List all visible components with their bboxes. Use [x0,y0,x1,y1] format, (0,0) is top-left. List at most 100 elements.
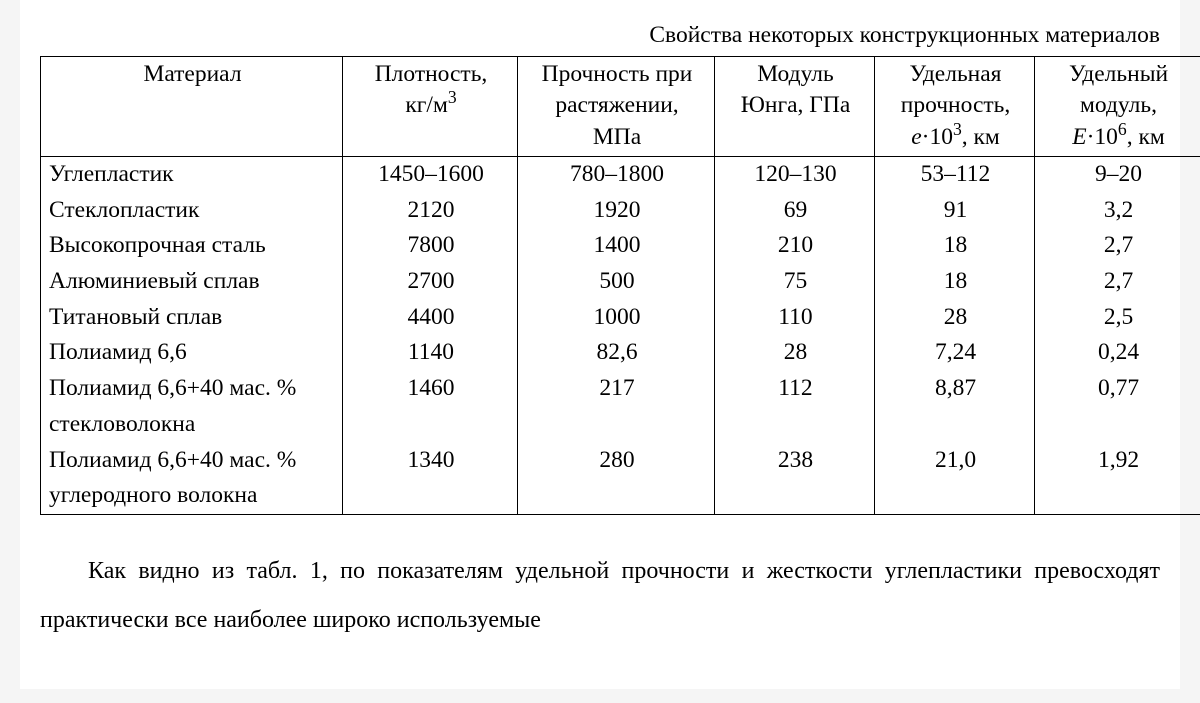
col-label: растяжении, [526,90,708,122]
cell-empty [518,478,715,514]
cell-spec_strength: 18 [875,228,1035,264]
cell-empty [343,478,518,514]
cell-material: Полиамид 6,6+40 мас. % [41,371,343,407]
cell-spec_strength: 8,87 [875,371,1035,407]
cell-strength: 500 [518,264,715,300]
cell-spec_strength: 7,24 [875,335,1035,371]
col-unit: МПа [526,122,708,154]
col-label: модуль, [1043,90,1194,122]
body-paragraph: Как видно из табл. 1, по показателям уде… [40,547,1160,645]
cell-empty [875,478,1035,514]
cell-spec_strength: 18 [875,264,1035,300]
table-row: Высокопрочная сталь78001400210182,7 [41,228,1200,264]
col-label: Материал [49,59,336,91]
col-strength: Прочность при растяжении, МПа [518,56,715,156]
cell-spec_strength: 53–112 [875,156,1035,192]
cell-empty [518,407,715,443]
cell-spec_modulus: 0,24 [1035,335,1200,371]
col-material: Материал [41,56,343,156]
cell-young: 75 [715,264,875,300]
cell-empty [715,407,875,443]
cell-material: Титановый сплав [41,300,343,336]
cell-spec_modulus: 2,5 [1035,300,1200,336]
cell-spec_strength: 91 [875,193,1035,229]
cell-density: 2120 [343,193,518,229]
cell-material: Полиамид 6,6+40 мас. % [41,443,343,479]
table-row: углеродного волокна [41,478,1200,514]
cell-spec_modulus: 9–20 [1035,156,1200,192]
col-label: Модуль [723,59,868,91]
cell-young: 210 [715,228,875,264]
cell-material: Алюминиевый сплав [41,264,343,300]
table-row: Алюминиевый сплав270050075182,7 [41,264,1200,300]
materials-table: Материал Плотность, кг/м3 Прочность при … [40,56,1200,515]
cell-strength: 1000 [518,300,715,336]
cell-young: 28 [715,335,875,371]
col-label: Удельный [1043,59,1194,91]
cell-material: Высокопрочная сталь [41,228,343,264]
cell-young: 120–130 [715,156,875,192]
page: Свойства некоторых конструкционных матер… [20,0,1180,689]
cell-young: 69 [715,193,875,229]
cell-density: 1450–1600 [343,156,518,192]
sym: e [911,124,921,150]
cell-density: 4400 [343,300,518,336]
cell-material: углеродного волокна [41,478,343,514]
col-label: Удельная [883,59,1028,91]
cell-strength: 1400 [518,228,715,264]
text: , км [1127,124,1165,150]
col-unit: e·103, км [883,122,1028,154]
text: , км [962,124,1000,150]
cell-strength: 1920 [518,193,715,229]
text: кг/м [405,92,447,118]
cell-spec_modulus: 3,2 [1035,193,1200,229]
table-caption: Свойства некоторых конструкционных матер… [40,20,1160,52]
table-row: стекловолокна [41,407,1200,443]
table-row: Полиамид 6,6114082,6287,240,24 [41,335,1200,371]
sup: 3 [953,119,962,139]
cell-density: 2700 [343,264,518,300]
cell-density: 1140 [343,335,518,371]
cell-empty [875,407,1035,443]
cell-material: Углепластик [41,156,343,192]
col-unit: E·106, км [1043,122,1194,154]
cell-empty [1035,478,1200,514]
cell-spec_modulus: 2,7 [1035,264,1200,300]
cell-spec_modulus: 1,92 [1035,443,1200,479]
cell-density: 1460 [343,371,518,407]
text: Плотность, [375,61,488,87]
table-row: Титановый сплав44001000110282,5 [41,300,1200,336]
cell-strength: 780–1800 [518,156,715,192]
cell-spec_strength: 28 [875,300,1035,336]
col-spec-strength: Удельная прочность, e·103, км [875,56,1035,156]
paragraph-line: Как видно из табл. 1, по показателям уде… [88,558,872,584]
col-label: прочность, [883,90,1028,122]
col-label: Плотность, [351,59,511,91]
cell-young: 238 [715,443,875,479]
cell-young: 110 [715,300,875,336]
table-row: Полиамид 6,6+40 мас. %134028023821,01,92 [41,443,1200,479]
cell-empty [715,478,875,514]
cell-density: 1340 [343,443,518,479]
col-label: Юнга, ГПа [723,90,868,122]
cell-material: стекловолокна [41,407,343,443]
cell-material: Полиамид 6,6 [41,335,343,371]
sup: 6 [1118,119,1127,139]
table-body: Углепластик1450–1600780–1800120–13053–11… [41,156,1200,514]
cell-strength: 82,6 [518,335,715,371]
cell-spec_strength: 21,0 [875,443,1035,479]
text: ·10 [922,124,953,150]
cell-empty [343,407,518,443]
cell-spec_modulus: 2,7 [1035,228,1200,264]
table-row: Углепластик1450–1600780–1800120–13053–11… [41,156,1200,192]
col-unit: кг/м3 [351,90,511,122]
cell-density: 7800 [343,228,518,264]
sym: E [1072,124,1086,150]
table-row: Стеклопластик2120192069913,2 [41,193,1200,229]
cell-empty [1035,407,1200,443]
sup: 3 [448,88,457,108]
col-density: Плотность, кг/м3 [343,56,518,156]
col-label: Прочность при [526,59,708,91]
col-young: Модуль Юнга, ГПа [715,56,875,156]
cell-strength: 217 [518,371,715,407]
